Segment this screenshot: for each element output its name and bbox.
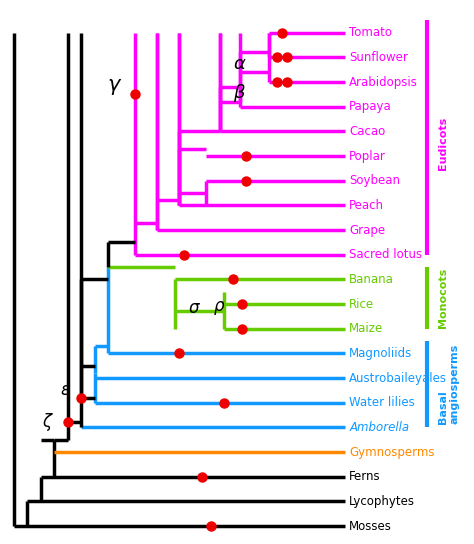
Text: Rice: Rice [349,298,374,311]
Text: Maize: Maize [349,322,383,335]
Text: Monocots: Monocots [438,268,447,328]
Text: Soybean: Soybean [349,174,400,187]
Text: $\beta$: $\beta$ [233,82,246,104]
Text: Lycophytes: Lycophytes [349,495,415,508]
Text: Banana: Banana [349,273,394,286]
Text: Sacred lotus: Sacred lotus [349,248,422,261]
Text: $\varepsilon$: $\varepsilon$ [60,381,71,399]
Text: Water lilies: Water lilies [349,396,415,409]
Text: Grape: Grape [349,224,385,237]
Text: $\rho$: $\rho$ [212,299,225,317]
Text: Poplar: Poplar [349,150,386,163]
Text: Peach: Peach [349,199,384,212]
Text: Ferns: Ferns [349,470,381,483]
Text: Gymnosperms: Gymnosperms [349,446,435,459]
Text: Amborella: Amborella [349,421,409,434]
Text: Eudicots: Eudicots [438,117,447,170]
Text: $\alpha$: $\alpha$ [233,54,246,72]
Text: Tomato: Tomato [349,26,392,39]
Text: Papaya: Papaya [349,100,392,113]
Text: Magnoliids: Magnoliids [349,347,412,360]
Text: Cacao: Cacao [349,125,385,138]
Text: Sunflower: Sunflower [349,51,408,64]
Text: $\zeta$: $\zeta$ [42,411,54,434]
Text: $\gamma$: $\gamma$ [107,77,122,97]
Text: Basal
angiosperms: Basal angiosperms [438,344,459,424]
Text: Arabidopsis: Arabidopsis [349,76,418,89]
Text: $\sigma$: $\sigma$ [188,299,201,317]
Text: Austrobaileyales: Austrobaileyales [349,372,447,385]
Text: Mosses: Mosses [349,520,392,533]
